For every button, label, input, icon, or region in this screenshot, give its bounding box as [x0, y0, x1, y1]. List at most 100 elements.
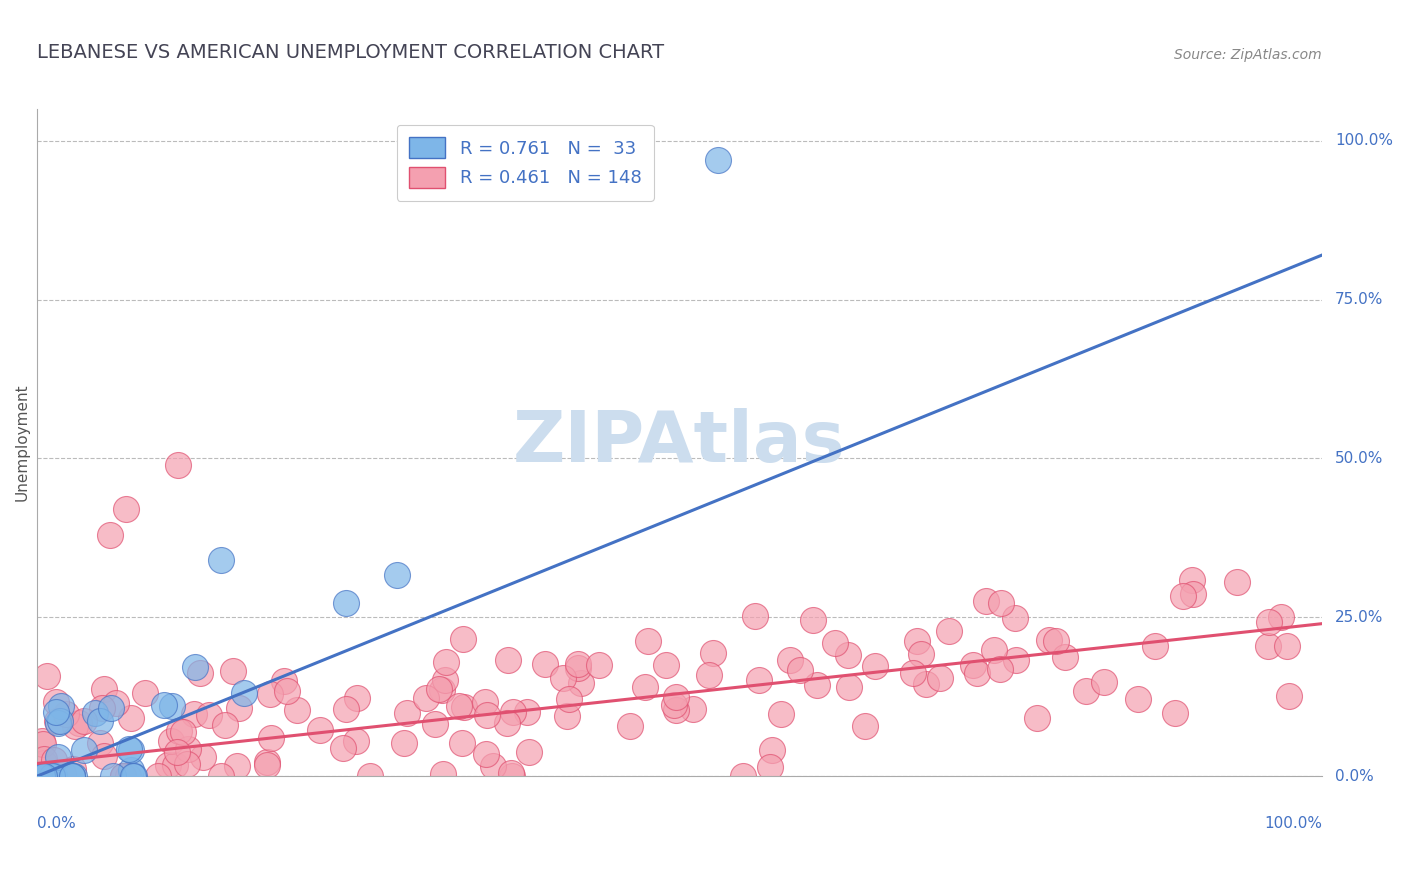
Point [619, 719, 641, 733]
Point [63, 769, 86, 783]
Point [903, 666, 925, 681]
Point [89, 714, 111, 729]
Point [285, 703, 308, 717]
Y-axis label: Unemployment: Unemployment [15, 384, 30, 501]
Point [93, 748, 115, 763]
Point [62, 769, 84, 783]
Point [259, 687, 281, 701]
Point [91, 701, 114, 715]
Point [1076, 684, 1098, 698]
Point [162, 699, 184, 714]
Point [1277, 690, 1299, 704]
Point [60, 769, 83, 783]
Point [496, 716, 519, 731]
Point [1144, 640, 1167, 654]
Point [103, 769, 125, 783]
Point [517, 745, 540, 759]
Point [588, 657, 610, 672]
Point [359, 769, 381, 783]
Text: 50.0%: 50.0% [1334, 450, 1384, 466]
Point [122, 769, 145, 783]
Point [1004, 611, 1026, 625]
Point [120, 764, 142, 778]
Text: 0.0%: 0.0% [37, 816, 76, 831]
Point [256, 758, 278, 772]
Point [744, 609, 766, 624]
Point [193, 750, 215, 764]
Point [779, 653, 801, 667]
Point [837, 648, 859, 662]
Point [28, 769, 51, 783]
Point [1054, 649, 1077, 664]
Point [335, 595, 357, 609]
Point [111, 769, 134, 783]
Point [100, 527, 122, 541]
Point [731, 769, 754, 783]
Point [120, 711, 142, 725]
Point [558, 692, 581, 706]
Point [335, 701, 357, 715]
Point [188, 665, 211, 680]
Point [166, 458, 188, 472]
Point [228, 701, 250, 715]
Point [41, 769, 63, 783]
Point [682, 702, 704, 716]
Point [84, 706, 107, 721]
Text: ZIPAtlas: ZIPAtlas [513, 408, 846, 477]
Point [45, 706, 67, 720]
Point [44, 769, 66, 783]
Text: 0.0%: 0.0% [1334, 769, 1374, 784]
Point [392, 736, 415, 750]
Point [567, 660, 589, 674]
Point [93, 681, 115, 696]
Point [806, 677, 828, 691]
Point [32, 756, 55, 770]
Point [32, 752, 55, 766]
Point [214, 718, 236, 732]
Point [553, 671, 575, 685]
Point [910, 647, 932, 661]
Point [346, 733, 368, 747]
Point [152, 698, 174, 712]
Text: 75.0%: 75.0% [1334, 292, 1384, 307]
Legend: R = 0.761   N =  33, R = 0.461   N = 148: R = 0.761 N = 33, R = 0.461 N = 148 [396, 125, 654, 201]
Point [769, 707, 792, 722]
Point [569, 676, 592, 690]
Point [990, 597, 1012, 611]
Point [256, 755, 278, 769]
Point [1258, 615, 1281, 629]
Point [1038, 632, 1060, 647]
Text: LEBANESE VS AMERICAN UNEMPLOYMENT CORRELATION CHART: LEBANESE VS AMERICAN UNEMPLOYMENT CORREL… [37, 43, 664, 62]
Point [31, 769, 53, 783]
Point [938, 624, 960, 638]
Point [453, 700, 475, 714]
Point [1181, 573, 1204, 587]
Point [67, 715, 90, 730]
Point [1026, 711, 1049, 725]
Point [1182, 587, 1205, 601]
Point [115, 502, 138, 516]
Point [44, 752, 66, 766]
Point [395, 706, 418, 721]
Point [163, 758, 186, 772]
Point [474, 695, 496, 709]
Point [699, 668, 721, 682]
Point [169, 723, 191, 738]
Point [789, 663, 811, 677]
Point [655, 658, 678, 673]
Point [232, 685, 254, 699]
Point [73, 714, 96, 728]
Point [31, 733, 53, 747]
Point [637, 633, 659, 648]
Point [966, 665, 988, 680]
Point [156, 758, 179, 772]
Point [501, 769, 523, 783]
Point [482, 758, 505, 772]
Point [32, 737, 55, 751]
Text: 100.0%: 100.0% [1264, 816, 1322, 831]
Point [385, 567, 408, 582]
Point [346, 690, 368, 705]
Point [801, 613, 824, 627]
Point [44, 769, 66, 783]
Point [534, 657, 557, 671]
